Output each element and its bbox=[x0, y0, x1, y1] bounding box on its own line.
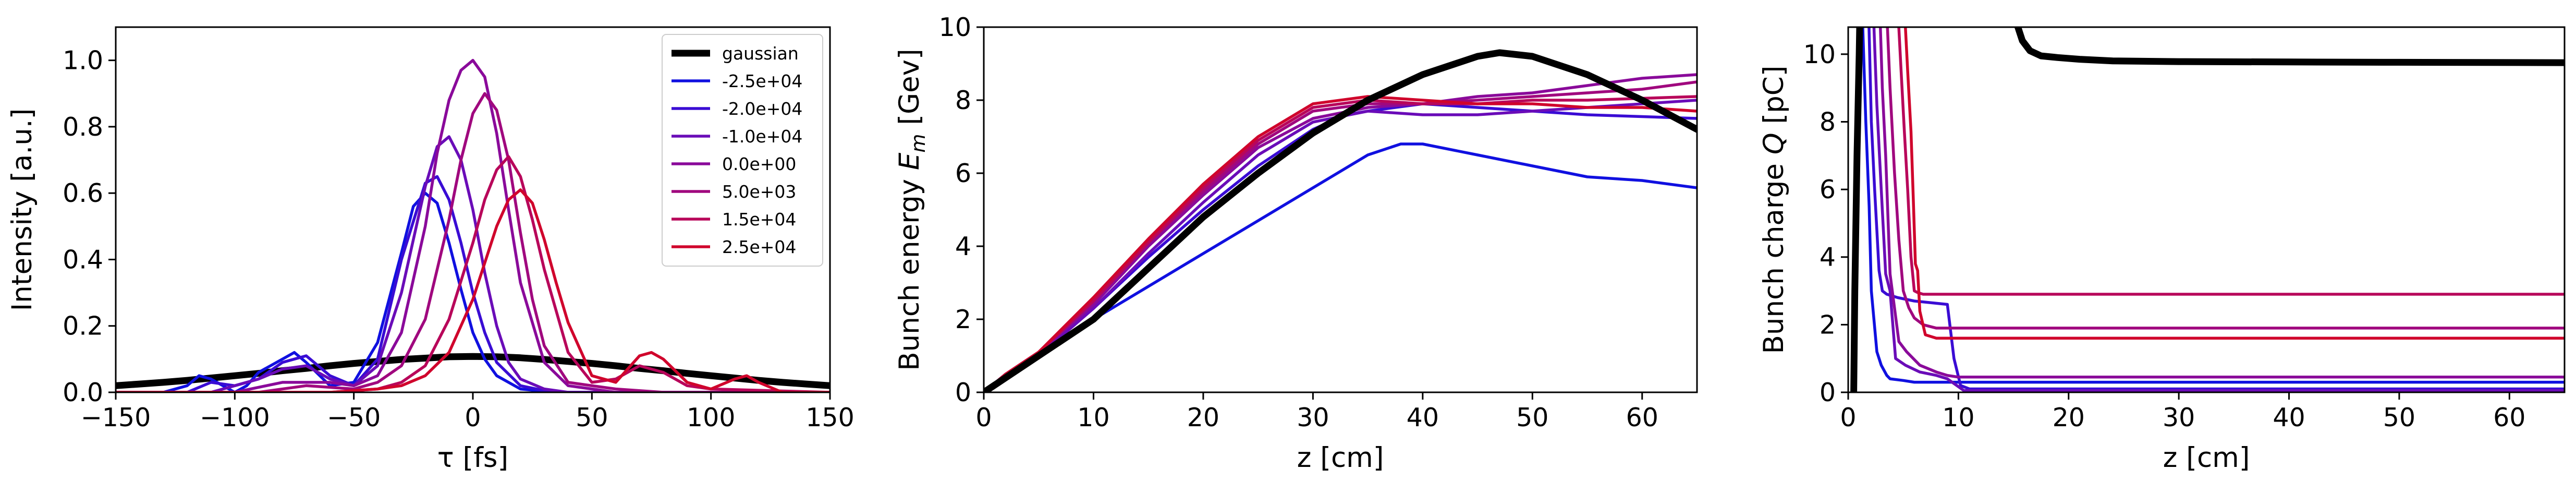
y-tick-label: 6 bbox=[1820, 175, 1836, 205]
x-tick-label: 50 bbox=[576, 403, 608, 432]
series-line-0-0e-00 bbox=[1878, 27, 2565, 379]
y-axis-label: Bunch energy Em [Gev] bbox=[894, 49, 930, 370]
legend-label: 2.5e+04 bbox=[722, 237, 796, 257]
x-tick-label: 10 bbox=[1077, 403, 1109, 432]
intensity-chart: −150 −100 −50 0 50 100 150 0.0 0.2 0.4 0.6 0.8 1.0 τ … bbox=[6, 26, 854, 474]
series-line-gaussian bbox=[984, 49, 1697, 392]
series-group bbox=[984, 49, 1697, 392]
x-tick-label: 10 bbox=[1942, 403, 1974, 432]
x-tick-label: 100 bbox=[687, 403, 736, 432]
series-line-2-0e-04 bbox=[1867, 27, 2565, 391]
series-line-1-0e-04 bbox=[984, 99, 1697, 392]
y-tick-label: 8 bbox=[955, 86, 971, 115]
legend-label: -2.0e+04 bbox=[722, 99, 802, 119]
series-line-0-0e-00 bbox=[984, 73, 1697, 392]
x-tick-label: 60 bbox=[1626, 403, 1658, 432]
y-tick-label: 1.0 bbox=[63, 46, 103, 76]
y-tick-label: 6 bbox=[955, 159, 971, 188]
y-tick-label: 0.0 bbox=[63, 378, 103, 407]
y-axis-label: Bunch charge Q [pC] bbox=[1758, 66, 1790, 354]
x-tick-label: 20 bbox=[2053, 403, 2085, 432]
series-line-1-5e-04 bbox=[116, 155, 830, 392]
x-tick-label: 0 bbox=[465, 403, 481, 432]
series-line-2-5e-04 bbox=[1903, 27, 2565, 340]
series-line-5-0e-03 bbox=[1886, 27, 2565, 330]
series-line-gaussian bbox=[2014, 27, 2565, 66]
series-line-1-5e-04 bbox=[1897, 27, 2565, 296]
legend-label: gaussian bbox=[722, 43, 799, 64]
y-tick-label: 10 bbox=[939, 13, 971, 42]
x-tick-label: −50 bbox=[327, 403, 381, 432]
x-tick-label: 50 bbox=[2383, 403, 2415, 432]
y-tick-label: 0 bbox=[1820, 378, 1836, 407]
series-line-0-0e-00 bbox=[116, 58, 830, 392]
x-tick-label: 40 bbox=[2273, 403, 2305, 432]
series-line-5-0e-03 bbox=[116, 92, 830, 392]
x-tick-label: −100 bbox=[200, 403, 270, 432]
x-tick-label: 150 bbox=[805, 403, 854, 432]
series-line-2-5e-04 bbox=[984, 95, 1697, 392]
x-tick-label: 0 bbox=[975, 403, 992, 432]
y-tick-label: 2 bbox=[1820, 310, 1836, 340]
series-line-gaussian bbox=[116, 353, 830, 389]
x-tick-label: 30 bbox=[2163, 403, 2195, 432]
legend-label: 5.0e+03 bbox=[722, 182, 796, 202]
series-group bbox=[1850, 27, 2565, 392]
y-tick-label: 0.2 bbox=[63, 311, 103, 341]
plot-frame bbox=[1847, 26, 2566, 393]
y-tick-label: 0.8 bbox=[63, 112, 103, 142]
series-line-2-5e-04 bbox=[984, 142, 1697, 392]
series-line-2-5e-04 bbox=[116, 188, 830, 392]
series-line-1-5e-04 bbox=[984, 95, 1697, 392]
x-tick-label: 30 bbox=[1297, 403, 1329, 432]
series-line-2-0e-04 bbox=[984, 102, 1697, 392]
y-tick-label: 8 bbox=[1820, 107, 1836, 137]
x-tick-label: −150 bbox=[81, 403, 151, 432]
x-tick-label: 40 bbox=[1407, 403, 1439, 432]
series-line-2-5e-04 bbox=[1861, 27, 2565, 384]
series-line-5-0e-03 bbox=[984, 80, 1697, 392]
y-axis-label: Intensity [a.u.] bbox=[6, 109, 38, 311]
y-tick-label: 2 bbox=[955, 305, 971, 334]
x-axis-label: z [cm] bbox=[1297, 442, 1384, 474]
legend-label: -1.0e+04 bbox=[722, 126, 802, 147]
x-axis-label: τ [fs] bbox=[437, 442, 508, 474]
energy-chart: 0 10 20 30 40 50 60 0 2 4 6 8 10 z [cm] Bunch energy E… bbox=[894, 13, 1698, 474]
legend-label: 0.0e+00 bbox=[722, 154, 796, 174]
legend-box bbox=[662, 34, 823, 267]
x-tick-label: 0 bbox=[1840, 403, 1856, 432]
x-axis-label: z [cm] bbox=[2163, 442, 2250, 474]
x-tick-label: 50 bbox=[1516, 403, 1548, 432]
charge-chart: 0 10 20 30 40 50 60 0 2 4 6 8 10 z [cm] Bunch charge Q… bbox=[1758, 26, 2566, 474]
legend-label: 1.5e+04 bbox=[722, 209, 796, 230]
x-tick-label: 60 bbox=[2493, 403, 2525, 432]
legend-label: -2.5e+04 bbox=[722, 71, 802, 91]
x-tick-label: 20 bbox=[1187, 403, 1219, 432]
y-tick-label: 4 bbox=[1820, 243, 1836, 272]
y-tick-label: 4 bbox=[955, 232, 971, 261]
y-tick-label: 10 bbox=[1803, 40, 1836, 69]
y-tick-label: 0 bbox=[955, 378, 971, 407]
series-line-1-0e-04 bbox=[116, 135, 830, 392]
y-tick-label: 0.4 bbox=[63, 245, 103, 274]
y-tick-label: 0.6 bbox=[63, 178, 103, 208]
plot-frame bbox=[983, 26, 1698, 393]
series-group bbox=[116, 58, 830, 392]
series-line-gaussian bbox=[1850, 27, 1863, 392]
legend: gaussian -2.5e+04 -2.0e+04 -1.0e+04 0.0e+00 5… bbox=[662, 34, 823, 267]
series-line-1-0e-04 bbox=[1872, 27, 2565, 392]
